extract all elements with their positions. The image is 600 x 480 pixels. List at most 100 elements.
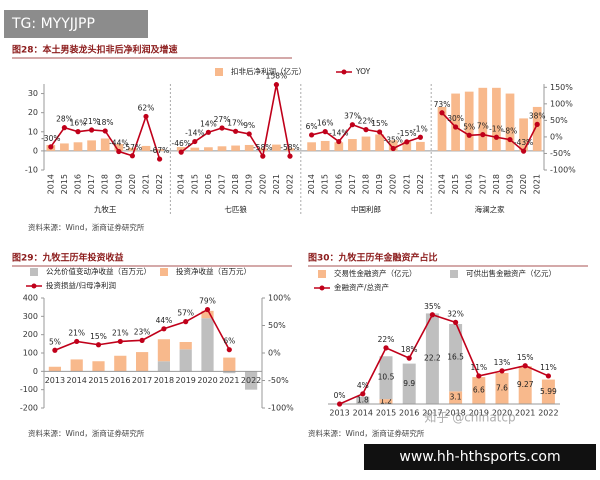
bar	[179, 349, 192, 372]
line-point	[117, 338, 123, 345]
y-tick-label: -100	[20, 385, 38, 394]
x-tick-label: 2021	[142, 174, 151, 194]
bar	[307, 142, 316, 151]
bar	[70, 359, 83, 372]
data-label: 15%	[517, 353, 534, 362]
x-tick-label: 2021	[533, 174, 542, 194]
data-label: 35%	[424, 302, 441, 311]
line-point	[52, 347, 58, 353]
line-point	[406, 355, 412, 361]
data-label: -58%	[280, 143, 299, 152]
bar-label: 16.5	[447, 353, 464, 362]
bar	[73, 142, 83, 151]
panel-label: 海澜之家	[475, 204, 505, 214]
site-text: www.hh-hthsports.com	[399, 449, 560, 465]
x-tick-label: 2014	[67, 376, 87, 385]
data-label: 30%	[447, 114, 464, 123]
bar	[258, 148, 268, 151]
line-point	[48, 144, 54, 150]
line-point	[246, 131, 252, 137]
legend-label: 投资净收益（百万元）	[176, 266, 251, 276]
data-label: 7%	[477, 122, 489, 131]
y2-tick-label: 100%	[268, 294, 291, 303]
bar	[478, 87, 488, 151]
y2-tick-label: 0%	[550, 132, 563, 141]
line-point	[143, 113, 149, 120]
line-point	[453, 319, 459, 325]
x-tick-label: 2019	[176, 376, 196, 385]
line-point	[383, 345, 389, 351]
x-tick-label: 2016	[74, 174, 83, 194]
bar	[204, 147, 213, 151]
legend-label: 投资损益/归母净利润	[46, 280, 116, 290]
y2-tick-label: -50%	[268, 376, 289, 385]
bar	[223, 371, 236, 374]
x-tick-label: 2017	[422, 409, 442, 418]
data-label: -1%	[489, 124, 504, 133]
y-tick-label: -10	[25, 166, 38, 175]
data-label: -15%	[397, 129, 416, 138]
bar	[157, 361, 171, 372]
data-label: -58%	[253, 143, 272, 152]
data-label: 13%	[494, 358, 511, 367]
bar	[402, 363, 416, 404]
bar	[141, 145, 151, 151]
bar	[505, 93, 515, 151]
x-tick-label: 2015	[321, 174, 330, 194]
line-point	[337, 401, 343, 407]
legend-dot	[319, 285, 325, 291]
x-tick-label: 2014	[177, 174, 186, 194]
bar	[176, 147, 186, 151]
x-tick-label: 2016	[204, 174, 213, 194]
data-label: 21%	[112, 328, 129, 337]
x-tick-label: 2020	[128, 174, 137, 194]
chart-title: 图30：九牧王历年金融资产占比	[308, 252, 438, 264]
line-point	[178, 149, 184, 155]
line-point	[480, 132, 486, 138]
data-label: 5%	[49, 337, 61, 346]
data-label: 6%	[306, 122, 318, 131]
bar	[541, 379, 555, 404]
x-tick-label: 2017	[478, 174, 487, 194]
x-tick-label: 2020	[519, 174, 528, 194]
legend-label: 可供出售金融资产（亿元）	[466, 268, 556, 278]
bar	[92, 361, 105, 372]
y2-tick-label: 50%	[268, 321, 286, 330]
bar	[425, 313, 439, 404]
bar	[451, 93, 460, 151]
x-tick-label: 2019	[375, 174, 384, 194]
bar	[449, 324, 463, 392]
bar-label: 22.2	[424, 354, 441, 363]
line-point	[157, 156, 163, 162]
data-label: -44%	[109, 138, 128, 147]
line-point	[192, 138, 198, 145]
data-label: -8%	[503, 127, 518, 136]
x-tick-label: 2022	[155, 174, 164, 194]
x-tick-label: 2019	[506, 174, 515, 194]
x-tick-label: 2019	[245, 174, 254, 194]
y2-tick-label: 150%	[550, 83, 573, 92]
legend-dot	[31, 283, 37, 289]
line-point	[349, 122, 355, 128]
data-label: 15%	[371, 119, 388, 128]
bar	[201, 310, 214, 319]
line-point	[499, 368, 505, 374]
x-tick-label: 2014	[353, 409, 373, 418]
data-label: -46%	[172, 139, 191, 148]
data-label: 37%	[344, 112, 361, 121]
bar	[388, 140, 398, 151]
bar	[201, 318, 214, 372]
x-tick-label: 2021	[402, 174, 411, 194]
x-tick-label: 2022	[286, 174, 295, 194]
data-label: 5%	[463, 122, 475, 131]
data-label: -57%	[123, 143, 142, 152]
data-label: 16%	[70, 119, 87, 128]
data-label: 158%	[266, 72, 287, 81]
x-tick-label: 2017	[87, 174, 96, 194]
line-point	[390, 145, 396, 152]
source-note: 资料来源：Wind，浙商证券研究所	[28, 222, 145, 232]
data-label: 38%	[529, 111, 546, 120]
x-tick-label: 2017	[218, 174, 227, 194]
x-tick-label: 2021	[219, 376, 239, 385]
tag-text: TG: MYYJJPP	[11, 16, 95, 32]
